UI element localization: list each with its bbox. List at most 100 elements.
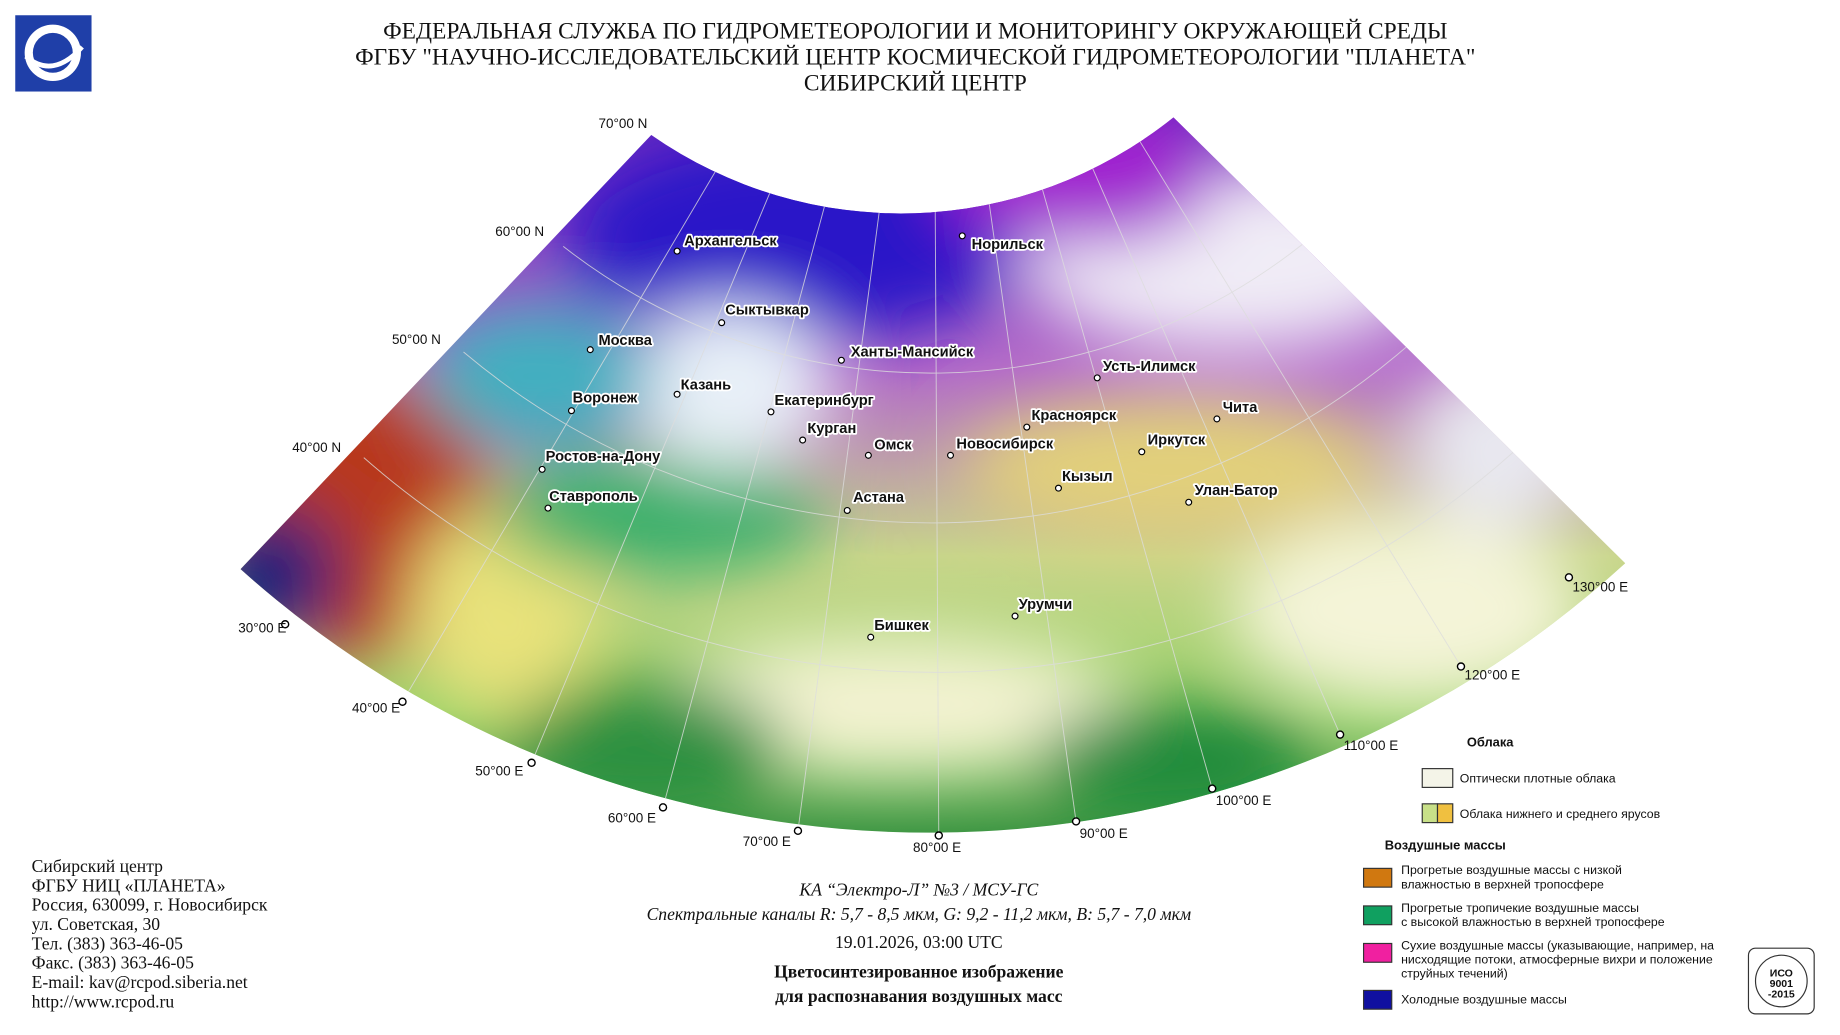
logo-orbit [24,45,84,69]
legend-label: Сухие воздушные массы (указывающие, напр… [1401,938,1714,952]
contact-line: ФГБУ НИЦ «ПЛАНЕТА» [32,875,226,895]
grid-node [1071,817,1081,826]
legend-label: с высокой влажностью в верхней тропосфер… [1401,915,1665,929]
contact-line: Тел. (383) 363-46-05 [32,933,183,953]
caption: КА “Электро-Л” №3 / МСУ-ГС Спектральные … [647,879,1191,1006]
contact-line: Россия, 630099, г. Новосибирск [32,895,268,915]
city-label: Омск [874,437,912,453]
legend-label: Прогретые тропичекие воздушные массы [1401,901,1639,915]
contact-line: Факс. (383) 363-46-05 [32,953,194,973]
city-marker [1023,423,1031,431]
lon-label: 40°00 E [352,700,400,715]
image-patch [492,457,822,575]
city-marker [1054,484,1062,492]
city-marker [843,506,851,514]
city-label: Астана [853,490,905,506]
city-label: Ставрополь [549,489,638,505]
city-marker [799,436,807,444]
grid-node [1207,784,1217,793]
lon-label: 50°00 E [475,764,523,779]
city-label: Москва [598,333,652,349]
image-patch [422,305,658,446]
city-label: Красноярск [1031,408,1116,424]
lat-label: 60°00 N [495,224,544,239]
grid-node [934,831,943,840]
grid-node [280,620,290,629]
grid-node [658,803,668,812]
contact-line: http://www.rcpod.ru [32,991,175,1011]
city-marker [958,232,966,240]
header: ФЕДЕРАЛЬНАЯ СЛУЖБА ПО ГИДРОМЕТЕОРОЛОГИИ … [355,19,1475,97]
image-patch [621,305,834,470]
lon-label: 60°00 E [608,811,656,826]
city-label: Улан-Батор [1195,483,1278,499]
legend-swatch [1362,867,1393,888]
city-marker [718,319,726,327]
image-patch [504,680,787,822]
city-marker [673,390,681,398]
city-marker [544,504,552,512]
city-label: Норильск [972,237,1044,253]
contact-line: Сибирский центр [32,856,163,876]
city-marker [1011,612,1019,620]
city-label: Казань [681,378,732,394]
coordinates: 70°00 N 60°00 N 50°00 N 40°00 N 30°00 E 40°00… [238,116,1628,855]
city-marker [837,356,845,364]
legend-swatch [1436,803,1454,824]
image-patch [240,504,341,646]
city-marker [1185,498,1193,506]
header-line: СИБИРСКИЙ ЦЕНТР [804,70,1027,96]
legend-title: Воздушные массы [1385,838,1506,853]
legend-label: Облака нижнего и среднего ярусов [1460,807,1660,821]
city-label: Кызыл [1062,469,1113,485]
city-marker [767,408,775,416]
contact-line: E-mail: kav@rcpod.siberia.net [32,972,248,992]
cities: Архангельск Норильск Сыктывкар Москва Ханты-… [538,231,1279,641]
legend-label: влажностью в верхней тропосфере [1401,877,1604,891]
lat-label: 50°00 N [392,332,441,347]
grid-node [1335,730,1345,739]
grid-node [1564,573,1574,582]
city-label: Усть-Илимск [1103,359,1196,375]
image-patch [1032,704,1315,822]
image-patch [938,117,1221,247]
city-marker [673,247,681,255]
city-marker [946,451,955,459]
lon-label: 100°00 E [1216,793,1272,808]
legend-label: струйных течений) [1401,966,1508,980]
legend-swatch [1362,905,1393,926]
city-label: Бишкек [874,618,929,634]
legend-swatch [1421,803,1439,824]
city-label: Екатеринбург [774,393,873,409]
city-label: Воронеж [573,390,638,406]
city-label: Курган [807,421,856,437]
legend-swatch [1362,989,1393,1010]
city-label: Ростов-на-Дону [546,449,661,465]
satellite: КА “Электро-Л” №3 / МСУ-ГС [798,879,1038,899]
lon-label: 30°00 E [238,620,286,635]
lon-label: 120°00 E [1464,667,1520,682]
city-marker [864,451,872,459]
badge-text: 9001 [1770,978,1794,990]
legend-label: Оптически плотные облака [1460,772,1616,786]
header-line: ФЕДЕРАЛЬНАЯ СЛУЖБА ПО ГИДРОМЕТЕОРОЛОГИИ … [383,19,1447,45]
caption-title: Цветосинтезированное изображение [774,961,1064,981]
legend-swatch [1421,768,1454,788]
city-label: Сыктывкар [725,302,809,318]
legend-swatch [1362,942,1393,963]
badge-frame [1747,947,1815,1015]
channels: Спектральные каналы R: 5,7 - 8,5 мкм, G:… [647,904,1191,924]
datetime: 19.01.2026, 03:00 UTC [835,932,1003,952]
caption-title: для распознавания воздушных масс [775,986,1063,1006]
badge-text: ИСО [1770,967,1793,979]
image-patch [1232,516,1585,705]
grid-node [1456,662,1466,671]
legend: Облака Оптически плотные облака Облака н… [1362,734,1714,1010]
satellite-image [240,117,1626,833]
lat-label: 70°00 N [598,116,647,131]
city-marker [538,465,546,473]
legend-label: Холодные воздушные массы [1401,992,1567,1006]
